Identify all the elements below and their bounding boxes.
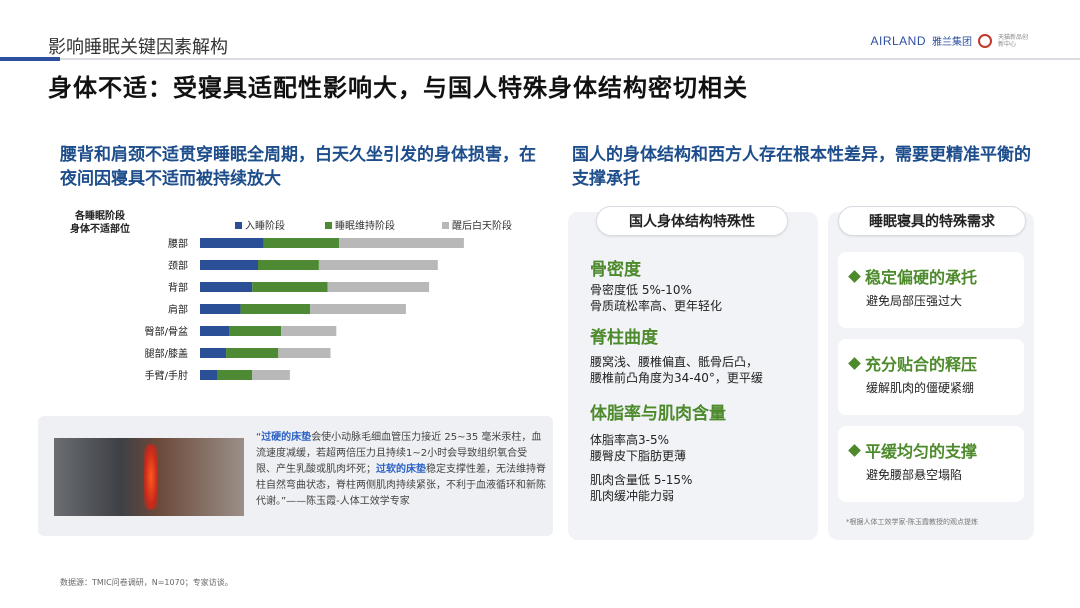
category-label: 背部	[168, 281, 188, 294]
bar-segment	[217, 370, 253, 380]
legend-swatch	[442, 222, 449, 229]
need-title: 平缓均匀的支撑	[848, 438, 1024, 462]
bar-segment	[263, 238, 340, 248]
bar-segment	[278, 348, 331, 358]
diamond-bullet-icon	[848, 444, 861, 457]
bar-segment	[281, 326, 337, 336]
bar-segment	[339, 238, 464, 248]
partner-logo-icon	[978, 33, 992, 48]
diamond-bullet-icon	[848, 357, 861, 370]
need-description: 避免局部压强过大	[866, 294, 963, 308]
bar-segment	[200, 326, 229, 336]
brand-name-cn: 雅兰集团	[932, 37, 972, 48]
legend-swatch	[325, 222, 332, 229]
right-heading: 国人的身体结构和西方人存在根本性差异，需要更精准平衡的支撑承托	[572, 145, 1031, 189]
bar-segment	[252, 370, 290, 380]
need-even-support: 平缓均匀的支撑 避免腰部悬空塌陷	[838, 426, 1024, 502]
chart-axis-title: 身体不适部位	[70, 222, 130, 235]
expert-quote-box: “过硬的床垫会使小动脉毛细血管压力接近 25~35 毫米汞柱，血流速度减缓，若超…	[38, 416, 553, 536]
legend-label: 入睡阶段	[245, 219, 285, 232]
top-bar: 影响睡眠关键因素解构 AIRLAND 雅兰集团 天猫新品创新中心	[0, 0, 1080, 62]
body-structure-card-title: 国人身体结构特殊性	[596, 206, 788, 236]
bar-segment	[200, 348, 227, 358]
category-label: 臀部/骨盆	[145, 325, 188, 338]
bar-segment	[200, 304, 241, 314]
legend-swatch	[235, 222, 242, 229]
need-title: 充分贴合的释压	[848, 351, 1024, 375]
category-label: 肩部	[168, 303, 188, 316]
legend-label: 睡眠维持阶段	[335, 219, 395, 232]
bedding-needs-card-title: 睡眠寝具的特殊需求	[838, 206, 1026, 236]
need-title-text: 稳定偏硬的承托	[865, 268, 978, 287]
left-heading: 腰背和肩颈不适贯穿睡眠全周期，白天久坐引发的身体损害，在夜间因寝具不适而被持续放…	[60, 145, 536, 189]
need-stable-support: 稳定偏硬的承托 避免局部压强过大	[838, 252, 1024, 328]
feature-line: 腰椎前凸角度为34-40°，更平缓	[590, 371, 763, 385]
need-description: 避免腰部悬空塌陷	[866, 468, 963, 482]
need-title: 稳定偏硬的承托	[848, 264, 1024, 288]
diamond-bullet-icon	[848, 270, 861, 283]
feature-line: 腰臀皮下脂肪更薄	[590, 449, 687, 463]
header-divider	[0, 58, 1080, 60]
body-structure-card	[568, 212, 818, 540]
bar-segment	[310, 304, 406, 314]
feature-title: 体脂率与肌肉含量	[590, 404, 726, 424]
bar-segment	[200, 282, 253, 292]
chart-axis-title: 各睡眠阶段	[74, 209, 125, 222]
page-headline: 身体不适：受寝具适配性影响大，与国人特殊身体结构密切相关	[48, 74, 748, 102]
need-description: 缓解肌肉的僵硬紧绷	[866, 381, 975, 395]
footnote: *根据人体工效学家-陈玉霞教授的观点提炼	[846, 518, 979, 526]
need-title-text: 平缓均匀的支撑	[865, 442, 978, 461]
feature-line: 肌肉含量低 5-15%	[590, 473, 693, 487]
category-label: 颈部	[168, 259, 188, 272]
quote-highlight-soft: 过软的床垫	[376, 464, 426, 475]
feature-line: 骨质疏松率高、更年轻化	[590, 299, 723, 313]
category-label: 腰部	[168, 237, 188, 250]
feature-body-fat-muscle: 体脂率与肌肉含量 体脂率高3-5% 腰臀皮下脂肪更薄 肌肉含量低 5-15% 肌…	[590, 402, 810, 504]
spine-highlight-icon	[144, 444, 158, 510]
bar-segment	[200, 238, 264, 248]
partner-name: 天猫新品创新中心	[998, 33, 1029, 48]
need-pressure-relief: 充分贴合的释压 缓解肌肉的僵硬紧绷	[838, 339, 1024, 415]
feature-title: 骨密度	[590, 260, 641, 280]
feature-bone-density: 骨密度 骨密度低 5%-10% 骨质疏松率高、更年轻化	[590, 258, 810, 314]
feature-title: 脊柱曲度	[590, 328, 658, 348]
feature-line: 骨密度低 5%-10%	[590, 283, 692, 297]
feature-line: 肌肉缓冲能力弱	[590, 489, 675, 503]
header-accent-bar	[0, 57, 60, 61]
feature-line: 腰窝浅、腰椎偏直、骶骨后凸，	[590, 355, 759, 369]
quote-open-mark: “	[256, 432, 262, 443]
quote-text-part2: 稳定支撑性差，无法维持脊柱自然弯曲状态，脊柱两侧肌肉持续紧张，不利于血液循环和新…	[256, 464, 546, 507]
category-label: 腿部/膝盖	[145, 347, 188, 360]
data-source: 数据源：TMIC问卷调研，N=1070；专家访谈。	[60, 578, 233, 587]
need-title-text: 充分贴合的释压	[865, 355, 978, 374]
bar-segment	[200, 260, 258, 270]
bar-segment	[318, 260, 438, 270]
brand-name-en: AIRLAND	[870, 33, 926, 48]
legend-label: 醒后白天阶段	[452, 219, 512, 232]
quote-highlight-hard: 过硬的床垫	[261, 432, 312, 443]
brand-logo-group: AIRLAND 雅兰集团 天猫新品创新中心	[870, 33, 1028, 48]
back-pain-photo	[54, 438, 244, 516]
bar-segment	[226, 348, 279, 358]
feature-spine-curvature: 脊柱曲度 腰窝浅、腰椎偏直、骶骨后凸， 腰椎前凸角度为34-40°，更平缓	[590, 326, 810, 386]
bar-segment	[200, 370, 218, 380]
bar-segment	[327, 282, 430, 292]
quote-text-part1: 会使小动脉毛细血管压力接近 25~35 毫米汞柱，血流速度减缓，若超两倍压力且持…	[256, 432, 542, 475]
expert-quote-text: “过硬的床垫会使小动脉毛细血管压力接近 25~35 毫米汞柱，血流速度减缓，若超…	[256, 430, 546, 510]
bar-segment	[229, 326, 282, 336]
section-title: 影响睡眠关键因素解构	[48, 37, 228, 58]
category-label: 手臂/手肘	[145, 369, 188, 382]
feature-spacer	[590, 464, 810, 472]
feature-line: 体脂率高3-5%	[590, 433, 670, 447]
bar-segment	[252, 282, 328, 292]
bar-segment	[258, 260, 319, 270]
bar-segment	[240, 304, 311, 314]
